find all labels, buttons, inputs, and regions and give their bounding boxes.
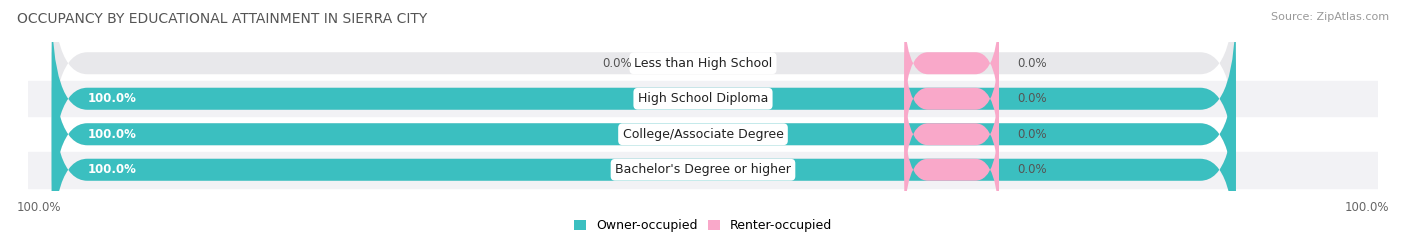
FancyBboxPatch shape: [52, 39, 1236, 230]
Text: 100.0%: 100.0%: [87, 163, 136, 176]
Text: 100.0%: 100.0%: [17, 201, 62, 214]
FancyBboxPatch shape: [52, 3, 1236, 194]
Text: Source: ZipAtlas.com: Source: ZipAtlas.com: [1271, 12, 1389, 22]
FancyBboxPatch shape: [904, 110, 1000, 230]
Text: Bachelor's Degree or higher: Bachelor's Degree or higher: [614, 163, 792, 176]
Text: High School Diploma: High School Diploma: [638, 92, 768, 105]
FancyBboxPatch shape: [52, 3, 1236, 194]
Text: 0.0%: 0.0%: [1017, 163, 1046, 176]
FancyBboxPatch shape: [52, 0, 1236, 159]
FancyBboxPatch shape: [52, 74, 1236, 233]
Text: 0.0%: 0.0%: [1017, 57, 1046, 70]
Text: Less than High School: Less than High School: [634, 57, 772, 70]
Bar: [28, 152, 1378, 188]
Text: 0.0%: 0.0%: [1017, 92, 1046, 105]
Text: 100.0%: 100.0%: [1344, 201, 1389, 214]
FancyBboxPatch shape: [52, 39, 1236, 230]
FancyBboxPatch shape: [904, 3, 1000, 123]
Text: 100.0%: 100.0%: [87, 92, 136, 105]
FancyBboxPatch shape: [904, 74, 1000, 194]
Text: 100.0%: 100.0%: [87, 128, 136, 141]
Text: OCCUPANCY BY EDUCATIONAL ATTAINMENT IN SIERRA CITY: OCCUPANCY BY EDUCATIONAL ATTAINMENT IN S…: [17, 12, 427, 26]
Bar: [28, 81, 1378, 116]
Text: 0.0%: 0.0%: [602, 57, 631, 70]
Text: College/Associate Degree: College/Associate Degree: [623, 128, 783, 141]
FancyBboxPatch shape: [52, 74, 1236, 233]
Legend: Owner-occupied, Renter-occupied: Owner-occupied, Renter-occupied: [568, 214, 838, 233]
FancyBboxPatch shape: [904, 39, 1000, 159]
Text: 0.0%: 0.0%: [1017, 128, 1046, 141]
